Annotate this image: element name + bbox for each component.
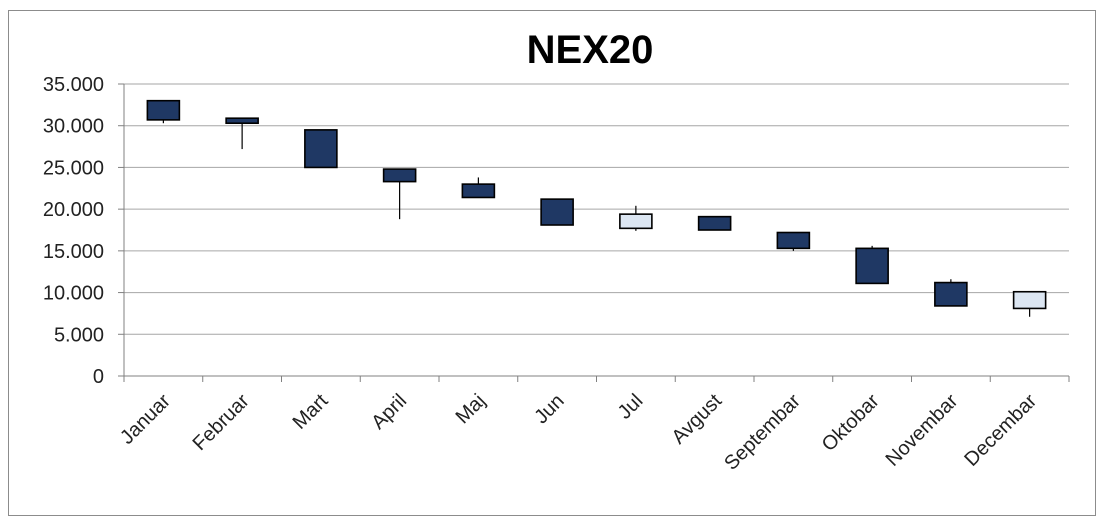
y-tick-label: 0: [93, 366, 104, 388]
x-tick-label: Novembar: [882, 390, 963, 471]
candle-maj: [461, 177, 496, 199]
candle-april: [382, 168, 417, 220]
x-tick-label: April: [367, 390, 411, 434]
candle-body: [1012, 290, 1047, 310]
x-tick-label: Mart: [289, 390, 333, 434]
candle-avgust: [697, 215, 732, 231]
candle-novembar: [934, 279, 968, 307]
candles: [146, 99, 1047, 317]
x-tick-label: Jul: [614, 390, 648, 424]
chart-title: NEX20: [527, 28, 654, 72]
y-tick-label: 25.000: [43, 157, 104, 179]
x-tick-label: Decembar: [960, 390, 1041, 471]
candle-januar: [146, 99, 181, 124]
candle-body: [619, 213, 653, 230]
x-tick-label: Jun: [530, 390, 568, 428]
candle-body: [382, 168, 417, 183]
x-tick-label: Januar: [116, 390, 175, 449]
candle-body: [697, 215, 732, 231]
candle-februar: [225, 117, 259, 150]
x-tick-label: Februar: [189, 390, 254, 455]
candle-body: [304, 129, 338, 169]
candle-mart: [304, 129, 338, 169]
candle-body: [146, 99, 181, 121]
y-tick-label: 35.000: [43, 74, 104, 96]
y-tick-label: 5.000: [54, 324, 104, 346]
candle-body: [776, 231, 811, 250]
candle-jun: [540, 198, 574, 226]
x-tick-label: Septembar: [720, 390, 805, 475]
candle-decembar: [1012, 290, 1047, 317]
chart-frame: [8, 10, 1096, 516]
axes: [118, 83, 1070, 382]
candle-body: [855, 247, 889, 285]
candle-body: [461, 183, 496, 199]
y-tick-label: 20.000: [43, 199, 104, 221]
gridlines: [124, 83, 1069, 335]
candle-body: [225, 117, 259, 125]
x-axis-tick-labels: Januar Februar Mart April Maj Jun Jul AvgustSep…: [116, 390, 1041, 475]
candle-septembar: [776, 231, 811, 251]
x-tick-label: Avgust: [668, 390, 727, 449]
y-tick-label: 10.000: [43, 283, 104, 305]
candle-body: [934, 281, 968, 307]
x-tick-label: Oktobar: [818, 390, 884, 456]
y-tick-label: 30.000: [43, 116, 104, 138]
candle-oktobar: [855, 245, 889, 285]
y-axis-tick-labels: 0 5.000 10.000 15.000 20.000 25.000 30.000 35.0…: [43, 74, 104, 388]
candle-body: [540, 198, 574, 226]
candle-jul: [619, 205, 653, 231]
y-tick-label: 15.000: [43, 241, 104, 263]
x-tick-label: Maj: [452, 390, 490, 428]
